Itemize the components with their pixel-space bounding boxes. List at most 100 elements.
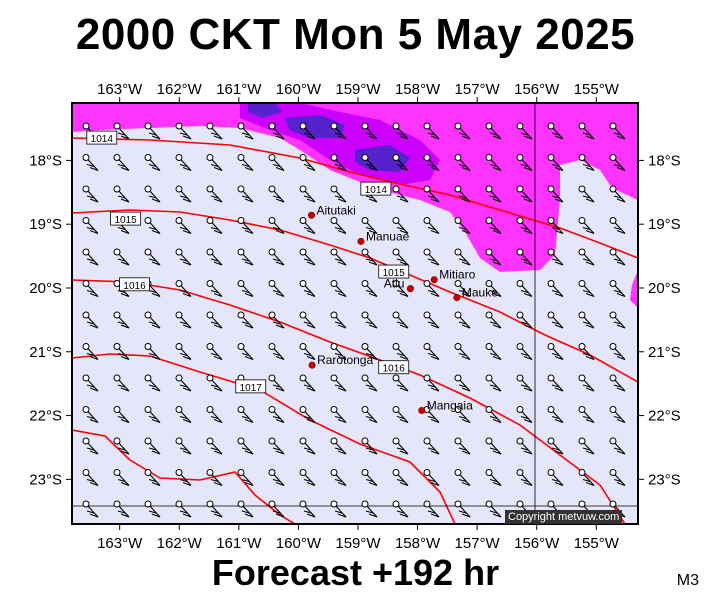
wind-barb	[423, 217, 440, 235]
wind-barb	[392, 469, 409, 487]
wind-barb	[516, 374, 533, 392]
wind-barb	[578, 343, 595, 361]
wind-barb	[82, 311, 99, 329]
place-markers: Aitutaki Manuae Mitiaro Atiu Mauke Rarotonga M…	[308, 203, 498, 414]
wind-barb	[609, 280, 626, 298]
wind-barb	[392, 185, 409, 203]
wind-barb	[485, 154, 502, 172]
svg-text:1014: 1014	[365, 185, 388, 196]
wind-barb	[485, 185, 502, 203]
lat-tick-label-right: 23°S	[648, 471, 681, 488]
wind-barb	[454, 311, 471, 329]
wind-barb	[268, 185, 285, 203]
wind-barb	[206, 406, 223, 424]
wind-barb	[330, 437, 347, 455]
lat-tick-label-left: 23°S	[29, 471, 62, 488]
wind-barb	[175, 185, 192, 203]
wind-barb	[330, 500, 347, 518]
wind-barb	[299, 374, 316, 392]
wind-barb	[609, 343, 626, 361]
wind-barb	[175, 406, 192, 424]
wind-barb	[330, 185, 347, 203]
place-label: Mangaia	[427, 398, 473, 412]
wind-barb	[578, 469, 595, 487]
isobar-line	[72, 279, 626, 524]
wind-barb	[392, 217, 409, 235]
wind-barb	[392, 374, 409, 392]
wind-barb	[361, 154, 378, 172]
isobar-label: 1014	[360, 181, 392, 196]
wind-barb	[454, 280, 471, 298]
wind-barb	[485, 248, 502, 266]
wind-barb	[609, 122, 626, 140]
wind-barb	[330, 374, 347, 392]
wind-barb	[144, 154, 161, 172]
wind-barb	[423, 248, 440, 266]
wind-barb	[237, 311, 254, 329]
wind-barb	[237, 343, 254, 361]
wind-barb	[547, 185, 564, 203]
lon-tick-label-bottom: 158°W	[395, 535, 441, 552]
wind-barb	[330, 217, 347, 235]
forecast-label: Forecast +192 hr	[211, 552, 500, 593]
wind-barb	[361, 469, 378, 487]
wind-barb	[144, 248, 161, 266]
wind-barb	[82, 469, 99, 487]
lat-tick-label-right: 19°S	[648, 216, 681, 233]
wind-barb	[237, 469, 254, 487]
wind-barb	[268, 343, 285, 361]
isobar-label: 1016	[378, 360, 410, 375]
place-label: Rarotonga	[317, 353, 373, 367]
wind-barb	[144, 500, 161, 518]
wind-barb	[82, 154, 99, 172]
wind-barb	[392, 406, 409, 424]
wind-barb	[578, 185, 595, 203]
isobar-labels: 1014 1014 1015 1015 1016 1016 1017	[86, 130, 410, 394]
wind-barb	[206, 185, 223, 203]
wind-barb	[392, 154, 409, 172]
wind-barb	[423, 154, 440, 172]
wind-barb	[299, 248, 316, 266]
wind-barb	[144, 217, 161, 235]
wind-barb	[330, 311, 347, 329]
lon-tick-label-bottom: 161°W	[216, 535, 262, 552]
wind-barb	[82, 374, 99, 392]
wind-barb	[516, 406, 533, 424]
wind-barb	[547, 248, 564, 266]
wind-barb	[547, 437, 564, 455]
wind-barb	[113, 154, 130, 172]
wind-barb	[113, 374, 130, 392]
wind-barb	[237, 280, 254, 298]
wind-barb	[485, 217, 502, 235]
place-marker: Mitiaro	[430, 268, 476, 284]
svg-text:1016: 1016	[123, 281, 146, 292]
svg-text:1016: 1016	[383, 364, 406, 375]
wind-barb	[547, 406, 564, 424]
wind-barb	[175, 500, 192, 518]
wind-barb	[547, 122, 564, 140]
wind-barb	[206, 469, 223, 487]
wind-barb	[485, 500, 502, 518]
wind-barb	[578, 280, 595, 298]
wind-barb	[423, 500, 440, 518]
wind-barb	[454, 343, 471, 361]
wind-barb	[454, 469, 471, 487]
precip-heavy-core-1	[285, 115, 345, 138]
wind-barb	[423, 406, 440, 424]
wind-barb	[113, 343, 130, 361]
wind-barb	[206, 343, 223, 361]
wind-barb	[237, 248, 254, 266]
wind-barb	[237, 217, 254, 235]
wind-barb	[175, 343, 192, 361]
wind-barb	[299, 185, 316, 203]
wind-barb	[423, 311, 440, 329]
wind-barb	[82, 343, 99, 361]
svg-text:1015: 1015	[114, 215, 137, 226]
lon-tick-label-bottom: 156°W	[514, 535, 560, 552]
lat-tick-label-left: 18°S	[29, 152, 62, 169]
wind-barb	[392, 343, 409, 361]
wind-barb	[454, 122, 471, 140]
wind-barb	[547, 154, 564, 172]
lat-tick-label-right: 20°S	[648, 280, 681, 297]
